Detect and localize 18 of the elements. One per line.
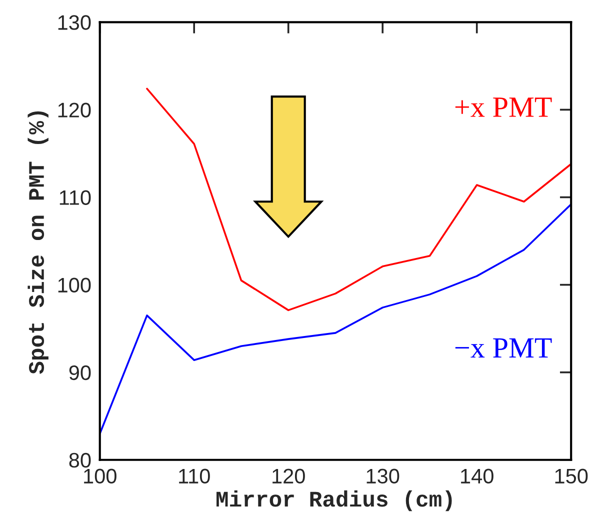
x-tick-label: 120 bbox=[272, 468, 305, 484]
y-tick-label: 110 bbox=[60, 190, 91, 206]
x-tick-label: 110 bbox=[179, 468, 210, 484]
y-tick-label: 80 bbox=[69, 452, 91, 468]
y-tick-label: 120 bbox=[58, 102, 91, 118]
y-axis-title: Spot Size on PMT (%) bbox=[28, 111, 48, 374]
x-tick-label: 100 bbox=[84, 468, 116, 484]
series-label: +x PMT bbox=[455, 98, 552, 117]
x-tick-label: 140 bbox=[461, 468, 494, 484]
line-series bbox=[100, 203, 572, 435]
x-axis-title: Mirror Radius (cm) bbox=[216, 490, 452, 512]
y-tick-label: 90 bbox=[69, 365, 91, 380]
y-tick-label: 100 bbox=[58, 278, 91, 293]
series-label: −x PMT bbox=[455, 338, 552, 358]
x-tick-label: 130 bbox=[366, 468, 400, 484]
line-series bbox=[146, 88, 572, 312]
x-tick-label: 150 bbox=[555, 468, 588, 484]
y-tick-label: 130 bbox=[58, 15, 91, 30]
